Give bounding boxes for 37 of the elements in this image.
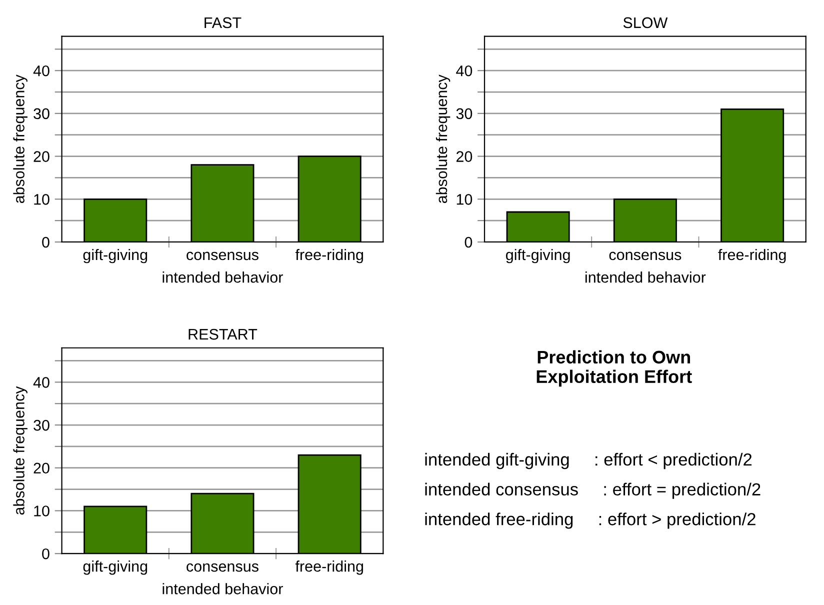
y-tick-label: 30 bbox=[34, 108, 50, 120]
y-tick-label: 10 bbox=[34, 506, 50, 516]
x-tick-label: gift-giving bbox=[83, 248, 148, 264]
text: intended free-riding : effort > prediction/2 bbox=[425, 512, 756, 529]
text: intended consensus : effort = prediction/2 bbox=[425, 482, 760, 499]
y-tick-label: 20 bbox=[456, 151, 472, 162]
y-tick-label: 40 bbox=[456, 65, 472, 76]
y-tick-label: 20 bbox=[34, 462, 50, 474]
y-tick-label: 30 bbox=[456, 108, 472, 120]
chart-title: SLOW bbox=[623, 17, 668, 28]
x-tick-label: gift-giving bbox=[506, 248, 570, 264]
y-tick-label: 40 bbox=[33, 65, 50, 76]
x-tick-label: consensus bbox=[186, 252, 258, 260]
y-tick-label: 40 bbox=[33, 377, 50, 388]
x-tick-label: gift-giving bbox=[83, 560, 148, 575]
text: Prediction to Own Exploitation Effort bbox=[536, 350, 692, 387]
chart-title: RESTART bbox=[188, 328, 258, 340]
x-tick-label: free-riding bbox=[718, 248, 786, 264]
y-axis-title: absolute frequency bbox=[13, 386, 28, 515]
x-tick-label: consensus bbox=[609, 252, 682, 260]
y-tick-label: 0 bbox=[42, 236, 50, 248]
y-tick-label: 30 bbox=[34, 420, 50, 431]
x-axis-title: intended behavior bbox=[162, 583, 283, 594]
y-tick-label: 0 bbox=[42, 548, 50, 560]
y-tick-label: 20 bbox=[34, 151, 50, 162]
x-tick-label: free-riding bbox=[295, 560, 364, 575]
x-axis-title: intended behavior bbox=[585, 272, 706, 283]
x-axis-title: intended behavior bbox=[162, 272, 283, 283]
chart-title: FAST bbox=[204, 17, 242, 28]
x-tick-label: consensus bbox=[186, 563, 258, 572]
y-tick-label: 0 bbox=[464, 236, 472, 248]
y-axis-title: absolute frequency bbox=[13, 74, 28, 204]
y-axis-title: absolute frequency bbox=[436, 74, 450, 204]
x-tick-label: free-riding bbox=[295, 248, 364, 264]
y-tick-label: 10 bbox=[456, 194, 472, 205]
y-tick-label: 10 bbox=[34, 194, 50, 205]
text: intended gift-giving : effort < prediction/2 bbox=[425, 452, 752, 470]
